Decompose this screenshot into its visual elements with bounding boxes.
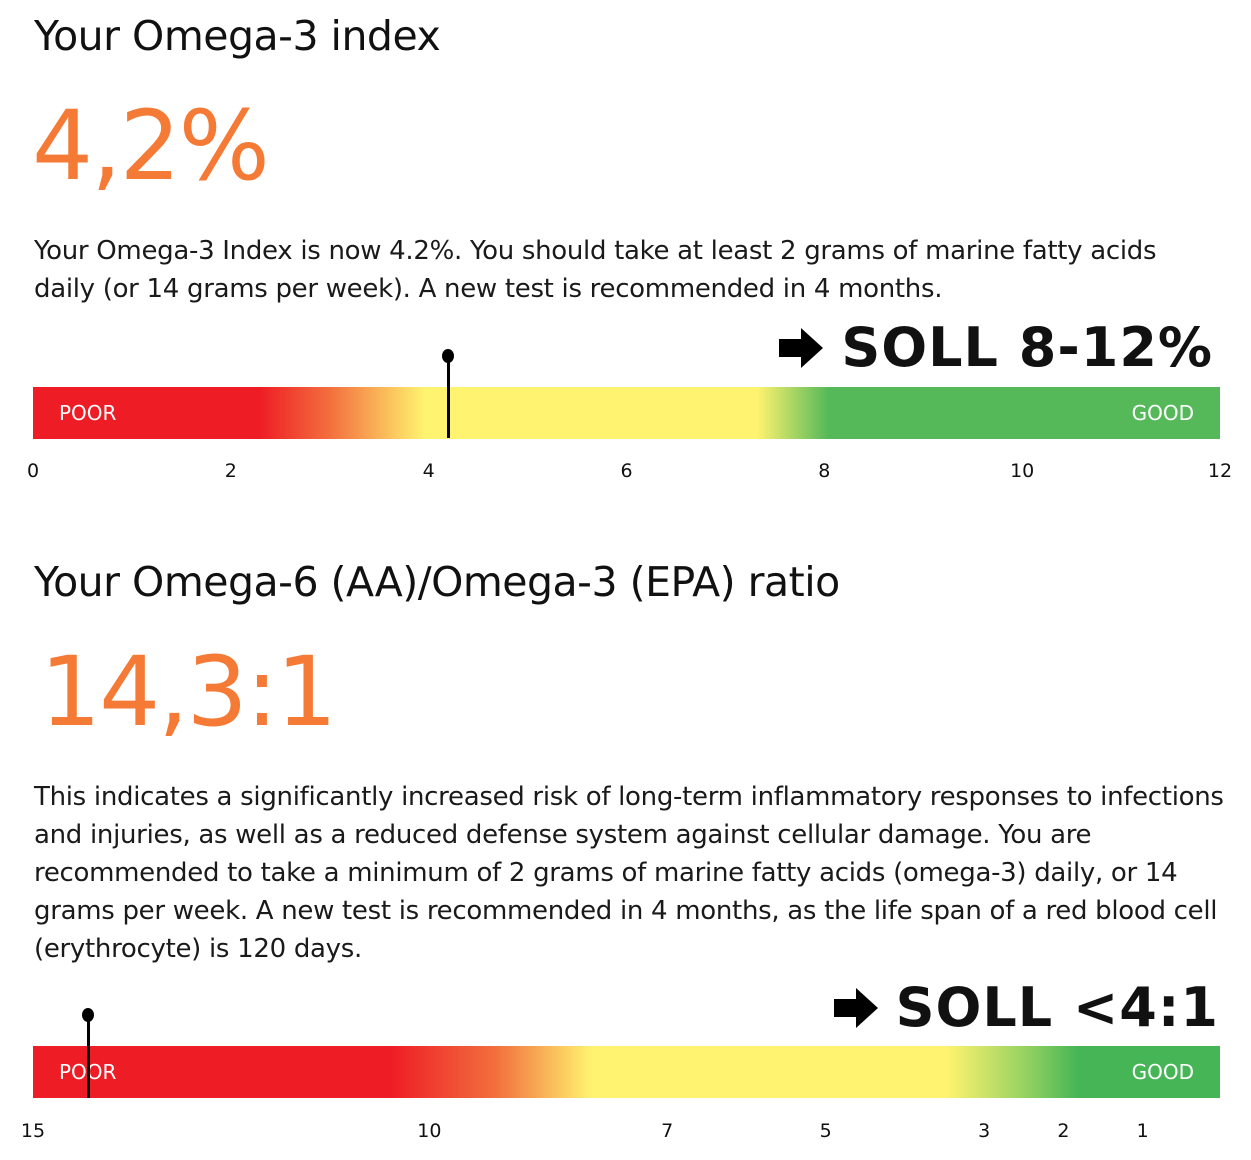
arrow-right-icon bbox=[833, 987, 878, 1028]
omega3-title: Your Omega-3 index bbox=[34, 12, 441, 60]
ratio-target-text: SOLL <4:1 bbox=[895, 976, 1219, 1039]
omega3-target: SOLL 8-12% bbox=[779, 316, 1213, 379]
ratio-description: This indicates a significantly increased… bbox=[34, 782, 1224, 964]
scale-tick-label: 6 bbox=[620, 460, 633, 482]
scale-tick-label: 15 bbox=[20, 1120, 46, 1142]
good-label: GOOD bbox=[1131, 401, 1194, 425]
scale-tick-label: 2 bbox=[1057, 1120, 1070, 1142]
ratio-target: SOLL <4:1 bbox=[833, 976, 1219, 1039]
omega3-marker bbox=[446, 356, 450, 438]
scale-tick-label: 10 bbox=[417, 1120, 442, 1142]
scale-tick-label: 7 bbox=[661, 1120, 674, 1142]
scale-tick-label: 1 bbox=[1136, 1120, 1149, 1142]
scale-tick-label: 4 bbox=[422, 460, 435, 482]
omega3-target-text: SOLL 8-12% bbox=[841, 316, 1213, 379]
arrow-right-icon bbox=[779, 327, 824, 368]
ratio-scale-bar: POOR GOOD bbox=[33, 1046, 1220, 1098]
scale-tick-label: 10 bbox=[1010, 460, 1035, 482]
omega3-marker-dot bbox=[442, 349, 455, 363]
ratio-title: Your Omega-6 (AA)/Omega-3 (EPA) ratio bbox=[34, 558, 840, 606]
omega3-description: Your Omega-3 Index is now 4.2%. You shou… bbox=[34, 236, 1157, 304]
omega3-scale-bar: POOR GOOD bbox=[33, 387, 1220, 439]
scale-tick-label: 5 bbox=[819, 1120, 832, 1142]
omega3-value: 4,2% bbox=[32, 90, 270, 202]
scale-tick-label: 8 bbox=[818, 460, 831, 482]
poor-label: POOR bbox=[59, 401, 117, 425]
ratio-marker bbox=[86, 1014, 90, 1098]
ratio-value: 14,3:1 bbox=[40, 636, 337, 748]
scale-tick-label: 3 bbox=[978, 1120, 991, 1142]
scale-tick-label: 0 bbox=[26, 460, 40, 482]
scale-tick-label: 2 bbox=[224, 460, 237, 482]
ratio-marker-dot bbox=[82, 1008, 95, 1022]
scale-tick-label: 12 bbox=[1207, 460, 1233, 482]
good-label: GOOD bbox=[1131, 1060, 1194, 1084]
